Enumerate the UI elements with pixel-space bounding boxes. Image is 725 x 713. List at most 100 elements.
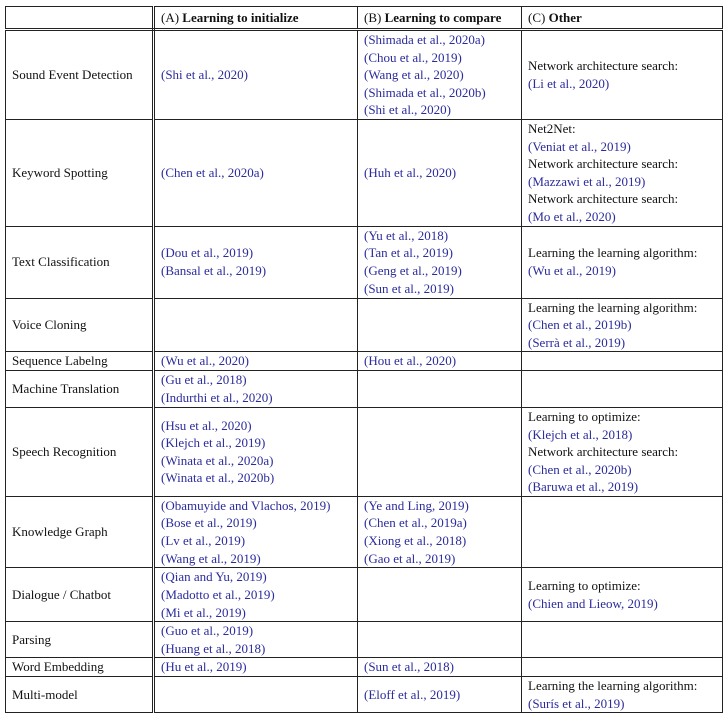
citation-link[interactable]: (Gao et al., 2019) (364, 550, 456, 566)
method-label: Net2Net: (528, 120, 576, 136)
citation-link[interactable]: (Klejch et al., 2019) (161, 435, 266, 451)
citation-link[interactable]: (Bose et al., 2019) (161, 515, 257, 531)
method-label: Network architecture search: (528, 444, 679, 460)
citation-link[interactable]: (Klejch et al., 2018) (528, 426, 633, 442)
citation-link[interactable]: (Wang et al., 2020) (364, 67, 464, 83)
citation-link[interactable]: (Chen et al., 2020a) (161, 164, 264, 180)
method-label: Learning the learning algorithm: (528, 678, 698, 694)
table-row: Word Embedding (Hu et al., 2019) (Sun et a… (5, 657, 723, 678)
cell-a: (Guo et al., 2019) (Huang et al., 2018) (153, 621, 358, 659)
task-cell: Speech Recognition (5, 406, 155, 497)
method-label: Learning to optimize: (528, 578, 641, 594)
task-cell: Sound Event Detection (5, 29, 155, 120)
citation-link[interactable]: (Chen et al., 2019a) (364, 515, 467, 531)
task-cell: Dialogue / Chatbot (5, 567, 155, 623)
citation-link[interactable]: (Xiong et al., 2018) (364, 533, 467, 549)
citation-link[interactable]: (Qian and Yu, 2019) (161, 569, 267, 585)
method-label: Network architecture search: (528, 58, 679, 74)
citation-link[interactable]: (Geng et al., 2019) (364, 263, 462, 279)
citation-link[interactable]: (Wang et al., 2019) (161, 550, 261, 566)
table-row: Machine Translation (Gu et al., 2018) (Ind… (5, 369, 723, 408)
citation-link[interactable]: (Shimada et al., 2020b) (364, 84, 486, 100)
citation-link[interactable]: (Winata et al., 2020a) (161, 452, 274, 468)
citation-link[interactable]: (Chou et al., 2019) (364, 49, 462, 65)
citation-link[interactable]: (Lv et al., 2019) (161, 533, 246, 549)
citation-link[interactable]: (Shimada et al., 2020a) (364, 32, 485, 47)
citation-link[interactable]: (Huang et al., 2018) (161, 640, 266, 656)
citation-link[interactable]: (Shi et al., 2020) (161, 67, 249, 83)
citation-link[interactable]: (Winata et al., 2020b) (161, 470, 275, 486)
citation-link[interactable]: (Surís et al., 2019) (528, 695, 625, 711)
citation-link[interactable]: (Chen et al., 2020b) (528, 461, 632, 477)
cell-c: Learning to optimize: (Chien and Lieow, 2… (521, 567, 723, 623)
citation-link[interactable]: (Bansal et al., 2019) (161, 263, 267, 279)
cell-c: Learning the learning algorithm: (Chen et… (521, 297, 723, 353)
citation-link[interactable]: (Mi et al., 2019) (161, 604, 246, 620)
cell-a (153, 297, 358, 353)
method-label: Learning the learning algorithm: (528, 299, 698, 315)
cell-a: (Hu et al., 2019) (153, 657, 358, 678)
header-task (5, 6, 155, 31)
citation-link[interactable]: (Huh et al., 2020) (364, 164, 457, 180)
cell-c: Learning to optimize: (Klejch et al., 201… (521, 406, 723, 497)
header-b: (B) Learning to compare (357, 6, 522, 31)
cell-a: (Dou et al., 2019) (Bansal et al., 2019) (153, 225, 358, 299)
citation-link[interactable]: (Dou et al., 2019) (161, 245, 254, 261)
header-c-prefix: (C) (528, 9, 549, 25)
task-cell: Parsing (5, 621, 155, 659)
citation-link[interactable]: (Mo et al., 2020) (528, 208, 616, 224)
citation-link[interactable]: (Obamuyide and Vlachos, 2019) (161, 497, 331, 513)
citation-link[interactable]: (Mazzawi et al., 2019) (528, 173, 646, 189)
citation-link[interactable]: (Eloff et al., 2019) (364, 686, 461, 702)
cell-a: (Obamuyide and Vlachos, 2019) (Bose et al… (153, 495, 358, 569)
cell-a: (Qian and Yu, 2019) (Madotto et al., 2019… (153, 567, 358, 623)
citation-link[interactable]: (Serrà et al., 2019) (528, 334, 626, 350)
task-cell: Text Classification (5, 225, 155, 299)
citation-link[interactable]: (Baruwa et al., 2019) (528, 479, 639, 495)
method-label: Learning the learning algorithm: (528, 245, 698, 261)
citation-link[interactable]: (Indurthi et al., 2020) (161, 389, 273, 405)
citation-link[interactable]: (Chen et al., 2019b) (528, 317, 632, 333)
cell-c (521, 495, 723, 569)
citation-link[interactable]: (Li et al., 2020) (528, 75, 610, 91)
citation-link[interactable]: (Wu et al., 2019) (528, 263, 616, 279)
citation-link[interactable]: (Hu et al., 2019) (161, 659, 247, 675)
cell-c: Learning the learning algorithm: (Surís e… (521, 676, 723, 713)
cell-b: (Shimada et al., 2020a) (Chou et al., 201… (357, 29, 522, 120)
citation-link[interactable]: (Hou et al., 2020) (364, 353, 457, 369)
citation-link[interactable]: (Veniat et al., 2019) (528, 138, 631, 154)
cell-a (153, 676, 358, 713)
cell-c (521, 621, 723, 659)
header-a-prefix: (A) (161, 9, 183, 25)
citation-link[interactable]: (Ye and Ling, 2019) (364, 497, 469, 513)
cell-b: (Ye and Ling, 2019) (Chen et al., 2019a) (… (357, 495, 522, 569)
citation-link[interactable]: (Sun et al., 2018) (364, 659, 454, 675)
header-c: (C) Other (521, 6, 723, 31)
task-cell: Keyword Spotting (5, 118, 155, 227)
cell-a: (Wu et al., 2020) (153, 351, 358, 371)
citation-link[interactable]: (Hsu et al., 2020) (161, 417, 252, 433)
citation-link[interactable]: (Yu et al., 2018) (364, 227, 449, 243)
cell-b: (Huh et al., 2020) (357, 118, 522, 227)
header-b-title: Learning to compare (384, 9, 502, 25)
citation-link[interactable]: (Tan et al., 2019) (364, 245, 453, 261)
table-row: Multi-model (Eloff et al., 2019) Learning … (5, 676, 723, 713)
citation-link[interactable]: (Shi et al., 2020) (364, 102, 452, 118)
citation-link[interactable]: (Guo et al., 2019) (161, 623, 254, 639)
task-cell: Sequence Labelng (5, 351, 155, 371)
cell-c (521, 657, 723, 678)
taxonomy-table: (A) Learning to initialize (B) Learning … (5, 6, 723, 713)
citation-link[interactable]: (Sun et al., 2019) (364, 280, 454, 296)
header-a: (A) Learning to initialize (153, 6, 358, 31)
cell-c: Net2Net: (Veniat et al., 2019) Network arc… (521, 118, 723, 227)
cell-b (357, 621, 522, 659)
cell-c: Learning the learning algorithm: (Wu et a… (521, 225, 723, 299)
cell-b: (Hou et al., 2020) (357, 351, 522, 371)
citation-link[interactable]: (Chien and Lieow, 2019) (528, 595, 658, 611)
method-label: Learning to optimize: (528, 408, 641, 424)
table-row: Parsing (Guo et al., 2019) (Huang et al., … (5, 621, 723, 659)
table-row: Speech Recognition (Hsu et al., 2020) (Kle… (5, 406, 723, 497)
citation-link[interactable]: (Gu et al., 2018) (161, 372, 247, 388)
citation-link[interactable]: (Madotto et al., 2019) (161, 586, 275, 602)
citation-link[interactable]: (Wu et al., 2020) (161, 353, 249, 369)
